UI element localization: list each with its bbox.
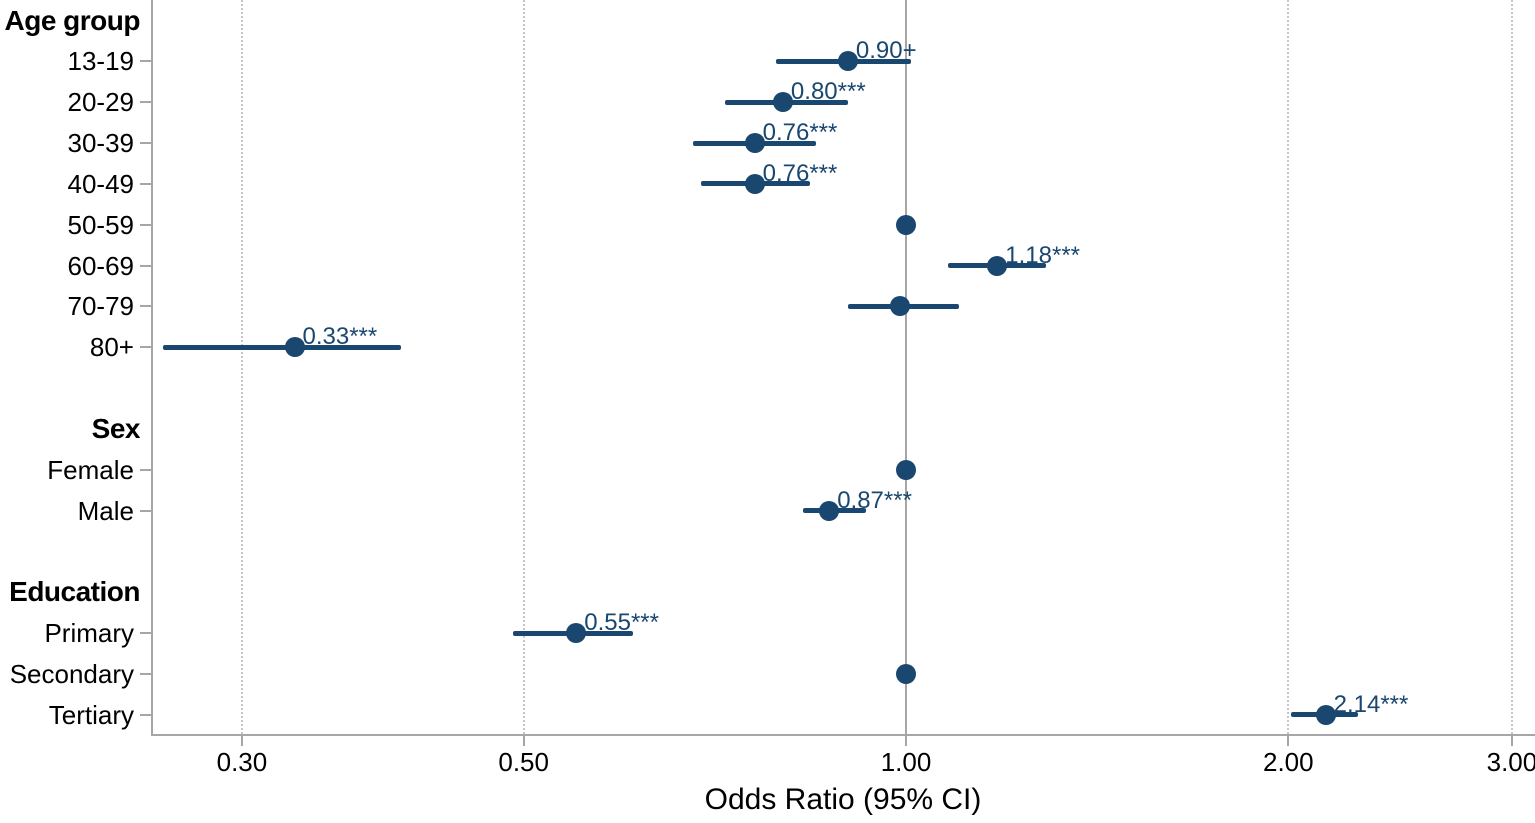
x-axis-title: Odds Ratio (95% CI) bbox=[704, 783, 982, 816]
or-annotation: 0.33*** bbox=[302, 323, 378, 351]
or-annotation: 0.55*** bbox=[584, 609, 659, 637]
or-marker bbox=[896, 214, 916, 235]
category-label: Primary bbox=[44, 618, 134, 649]
category-label: 80+ bbox=[89, 332, 134, 363]
category-label: Female bbox=[47, 454, 134, 485]
row-tick bbox=[140, 346, 151, 349]
group-header-label: Age group bbox=[4, 4, 141, 36]
x-axis-line bbox=[151, 734, 1535, 736]
x-tick bbox=[240, 734, 243, 746]
category-label: Tertiary bbox=[48, 699, 134, 730]
or-annotation: 2.14*** bbox=[1333, 690, 1409, 718]
row-tick bbox=[140, 60, 151, 63]
or-marker bbox=[896, 459, 916, 480]
or-marker bbox=[896, 664, 916, 685]
or-marker bbox=[837, 51, 858, 72]
y-axis-line bbox=[151, 0, 153, 736]
category-label: 30-39 bbox=[67, 128, 135, 159]
gridline bbox=[240, 0, 243, 734]
or-marker bbox=[772, 92, 793, 113]
x-tick bbox=[1510, 734, 1513, 746]
row-tick bbox=[140, 713, 151, 716]
or-annotation: 0.90+ bbox=[855, 37, 917, 65]
x-tick-label: 1.00 bbox=[880, 747, 932, 777]
or-marker bbox=[890, 296, 911, 317]
category-label: 60-69 bbox=[67, 250, 135, 281]
row-tick bbox=[140, 632, 151, 635]
group-header-label: Education bbox=[9, 576, 140, 608]
or-annotation: 0.87*** bbox=[837, 486, 912, 514]
x-tick-label: 2.00 bbox=[1262, 747, 1314, 777]
row-tick bbox=[140, 468, 151, 471]
or-marker bbox=[987, 255, 1008, 276]
or-annotation: 0.76*** bbox=[762, 159, 838, 187]
row-tick bbox=[140, 101, 151, 104]
or-marker bbox=[819, 500, 840, 521]
gridline bbox=[1287, 0, 1290, 734]
category-label: 70-79 bbox=[67, 291, 135, 322]
or-marker bbox=[744, 173, 765, 194]
row-tick bbox=[140, 305, 151, 308]
ci-line bbox=[163, 344, 401, 350]
group-header-label: Sex bbox=[91, 413, 141, 444]
x-tick bbox=[522, 734, 525, 746]
category-label: 50-59 bbox=[67, 209, 135, 240]
row-tick bbox=[140, 223, 151, 226]
row-tick bbox=[140, 264, 151, 267]
row-tick bbox=[140, 182, 151, 185]
or-marker bbox=[744, 133, 765, 154]
or-marker bbox=[1315, 704, 1336, 725]
gridline bbox=[1510, 0, 1513, 734]
x-tick bbox=[1287, 734, 1290, 746]
x-tick-label: 0.50 bbox=[498, 747, 549, 777]
x-tick bbox=[905, 734, 907, 746]
category-label: 40-49 bbox=[67, 168, 135, 199]
category-label: 20-29 bbox=[67, 87, 135, 118]
row-tick bbox=[140, 142, 151, 145]
row-tick bbox=[140, 509, 151, 512]
or-annotation: 0.80*** bbox=[790, 78, 866, 106]
or-annotation: 1.18*** bbox=[1005, 241, 1081, 269]
category-label: 13-19 bbox=[67, 46, 135, 77]
or-marker bbox=[284, 337, 305, 358]
category-label: Secondary bbox=[9, 659, 134, 690]
or-marker bbox=[566, 623, 587, 644]
or-annotation: 0.76*** bbox=[762, 119, 838, 147]
category-label: Male bbox=[77, 495, 134, 526]
row-tick bbox=[140, 673, 151, 676]
x-tick-label: 3.00 bbox=[1486, 747, 1535, 777]
x-tick-label: 0.30 bbox=[216, 747, 268, 777]
gridline bbox=[522, 0, 525, 734]
reference-line bbox=[905, 0, 907, 734]
